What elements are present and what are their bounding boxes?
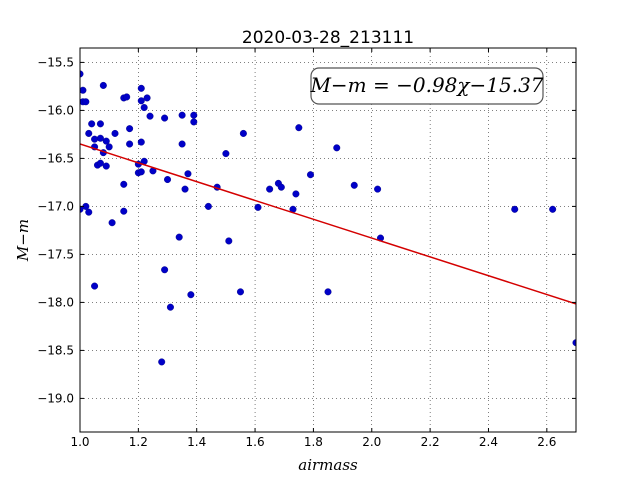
- data-point: [324, 288, 332, 296]
- data-point: [137, 138, 145, 146]
- data-point: [80, 86, 87, 94]
- data-point: [96, 134, 104, 142]
- plot-area: [80, 48, 576, 432]
- annotation-box: [310, 67, 544, 105]
- x-tick-label: 2.4: [479, 435, 498, 449]
- y-tick-label: −16.5: [37, 151, 74, 165]
- data-point: [99, 81, 107, 89]
- data-point: [333, 144, 341, 152]
- data-point: [91, 282, 99, 290]
- data-point: [184, 170, 192, 178]
- tick-labels: 1.0 1.2 1.4 1.6 1.8 2.0 2.2 2.4 2.6 −15.5 −16.0 −16…: [37, 55, 556, 449]
- data-point: [549, 205, 557, 213]
- x-tick-label: 1.0: [70, 435, 89, 449]
- data-point: [137, 168, 145, 176]
- data-point: [374, 185, 382, 193]
- data-point: [96, 159, 104, 167]
- data-point: [143, 94, 151, 102]
- y-tick-label: −17.0: [37, 199, 74, 213]
- data-point: [126, 140, 134, 148]
- data-point: [511, 205, 519, 213]
- data-point: [277, 183, 285, 191]
- x-tick-label: 1.6: [246, 435, 265, 449]
- x-tick-label: 2.0: [362, 435, 381, 449]
- data-point: [85, 208, 93, 216]
- data-point: [126, 125, 134, 133]
- data-point: [222, 150, 230, 158]
- data-point: [123, 93, 131, 101]
- data-point: [102, 137, 110, 145]
- data-point: [190, 118, 198, 126]
- y-axis-label: M−m: [14, 219, 32, 262]
- y-tick-label: −19.0: [37, 391, 74, 405]
- data-point: [137, 84, 145, 92]
- data-point: [120, 207, 128, 215]
- x-tick-label: 2.2: [421, 435, 440, 449]
- data-point: [350, 181, 358, 189]
- data-point: [266, 185, 274, 193]
- data-point: [111, 129, 119, 137]
- data-point: [88, 120, 96, 128]
- data-point: [236, 288, 244, 296]
- y-tick-label: −15.5: [37, 55, 74, 69]
- axis-ticks: [79, 48, 576, 432]
- x-tick-label: 1.8: [304, 435, 323, 449]
- data-point: [137, 97, 145, 105]
- x-tick-label: 2.6: [537, 435, 556, 449]
- data-point: [140, 104, 148, 112]
- data-point: [175, 233, 183, 241]
- data-point: [292, 190, 300, 198]
- data-point: [204, 202, 212, 210]
- data-points: [80, 70, 576, 366]
- data-point: [178, 140, 186, 148]
- data-point: [158, 358, 166, 366]
- data-point: [306, 171, 314, 179]
- data-point: [80, 205, 84, 213]
- y-tick-label: −16.0: [37, 103, 74, 117]
- data-point: [80, 70, 84, 78]
- data-point: [120, 180, 128, 188]
- data-point: [146, 112, 154, 120]
- data-point: [91, 135, 99, 143]
- data-point: [178, 111, 186, 119]
- x-tick-label: 1.4: [187, 435, 206, 449]
- data-point: [225, 237, 233, 245]
- data-point: [572, 339, 576, 347]
- data-point: [187, 291, 195, 299]
- data-point: [102, 162, 110, 170]
- data-point: [161, 114, 169, 122]
- data-point: [295, 124, 303, 132]
- grid-lines: [79, 48, 576, 432]
- data-point: [105, 143, 113, 151]
- data-point: [190, 111, 198, 119]
- data-point: [161, 266, 169, 274]
- data-point: [96, 120, 104, 128]
- data-point: [85, 129, 93, 137]
- fit-equation-annotation: M−m = −0.98χ−15.37: [309, 73, 543, 97]
- data-point: [82, 98, 90, 106]
- x-tick-label: 1.2: [129, 435, 148, 449]
- data-point: [254, 203, 262, 211]
- fit-line: [80, 143, 576, 305]
- data-point: [239, 129, 247, 137]
- data-point: [181, 185, 189, 193]
- y-tick-label: −18.5: [37, 343, 74, 357]
- chart-title: 2020-03-28_213111: [242, 28, 414, 48]
- data-point: [166, 303, 174, 311]
- plot-frame: [79, 47, 577, 433]
- y-tick-label: −18.0: [37, 295, 74, 309]
- y-tick-label: −17.5: [37, 247, 74, 261]
- x-axis-label: airmass: [298, 456, 358, 474]
- data-point: [108, 219, 116, 227]
- data-point: [164, 176, 172, 184]
